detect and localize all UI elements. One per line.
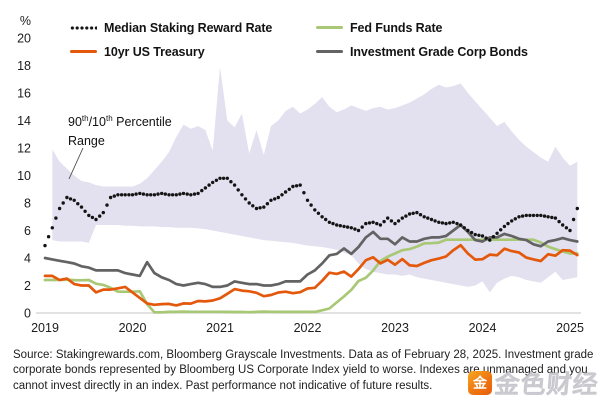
annotation-line-2: Range [68, 133, 105, 148]
svg-text:4: 4 [24, 252, 31, 266]
watermark-text: 金色财经 [493, 371, 600, 399]
source-footnote: Source: Stakingrewards.com, Bloomberg Gr… [13, 349, 594, 392]
legend-column-left: Median Staking Reward Rate 10yr US Treas… [70, 20, 272, 59]
legend-label: Investment Grade Corp Bonds [350, 44, 528, 59]
legend-item-corp-bonds: Investment Grade Corp Bonds [316, 44, 528, 59]
svg-text:2025: 2025 [556, 321, 584, 335]
percentile-band [52, 66, 578, 293]
series-staking [43, 176, 579, 248]
series-corpbonds [43, 223, 579, 289]
svg-text:2: 2 [24, 279, 31, 293]
jinse-logo-icon: 金 [467, 371, 492, 395]
series-treasury [43, 243, 579, 307]
percentile-range-annotation: 90th/10th Percentile Range [68, 113, 172, 151]
svg-text:12: 12 [17, 142, 31, 156]
svg-text:18: 18 [17, 59, 31, 73]
svg-text:2019: 2019 [31, 321, 59, 335]
svg-text:16: 16 [17, 87, 31, 101]
svg-text:2022: 2022 [294, 321, 322, 335]
legend-label: Median Staking Reward Rate [104, 20, 273, 35]
svg-text:0: 0 [24, 307, 31, 321]
svg-text:10: 10 [17, 169, 31, 183]
svg-text:2024: 2024 [469, 321, 497, 335]
svg-text:8: 8 [24, 197, 31, 211]
y-axis-ticks: 0 2 4 6 8 10 12 14 16 18 20% [17, 14, 31, 321]
legend-item-10yr-treasury: 10yr US Treasury [70, 44, 272, 59]
watermark: 金 金色财经 [467, 365, 600, 401]
svg-text:6: 6 [24, 224, 31, 238]
annotation-line-1: 90th/10th Percentile [68, 114, 172, 130]
legend-column-right: Fed Funds Rate Investment Grade Corp Bon… [316, 20, 528, 59]
svg-text:2023: 2023 [381, 321, 409, 335]
y-axis-unit-label: % [20, 14, 31, 28]
legend-item-fed-funds: Fed Funds Rate [316, 20, 528, 35]
green-line-swatch [316, 25, 343, 30]
svg-text:14: 14 [17, 114, 31, 128]
svg-text:2021: 2021 [206, 321, 234, 335]
dotted-line-swatch [70, 25, 97, 30]
orange-line-swatch [70, 49, 97, 54]
x-axis-ticks: 2019 2020 2021 2022 2023 2024 2025 [31, 321, 584, 335]
gray-line-swatch [316, 49, 343, 54]
legend-item-median-staking: Median Staking Reward Rate [70, 20, 272, 35]
svg-text:2020: 2020 [119, 321, 147, 335]
legend-label: 10yr US Treasury [104, 44, 205, 59]
legend-label: Fed Funds Rate [350, 20, 443, 35]
svg-text:20: 20 [17, 32, 31, 46]
annotation-pointer-line [68, 147, 84, 180]
